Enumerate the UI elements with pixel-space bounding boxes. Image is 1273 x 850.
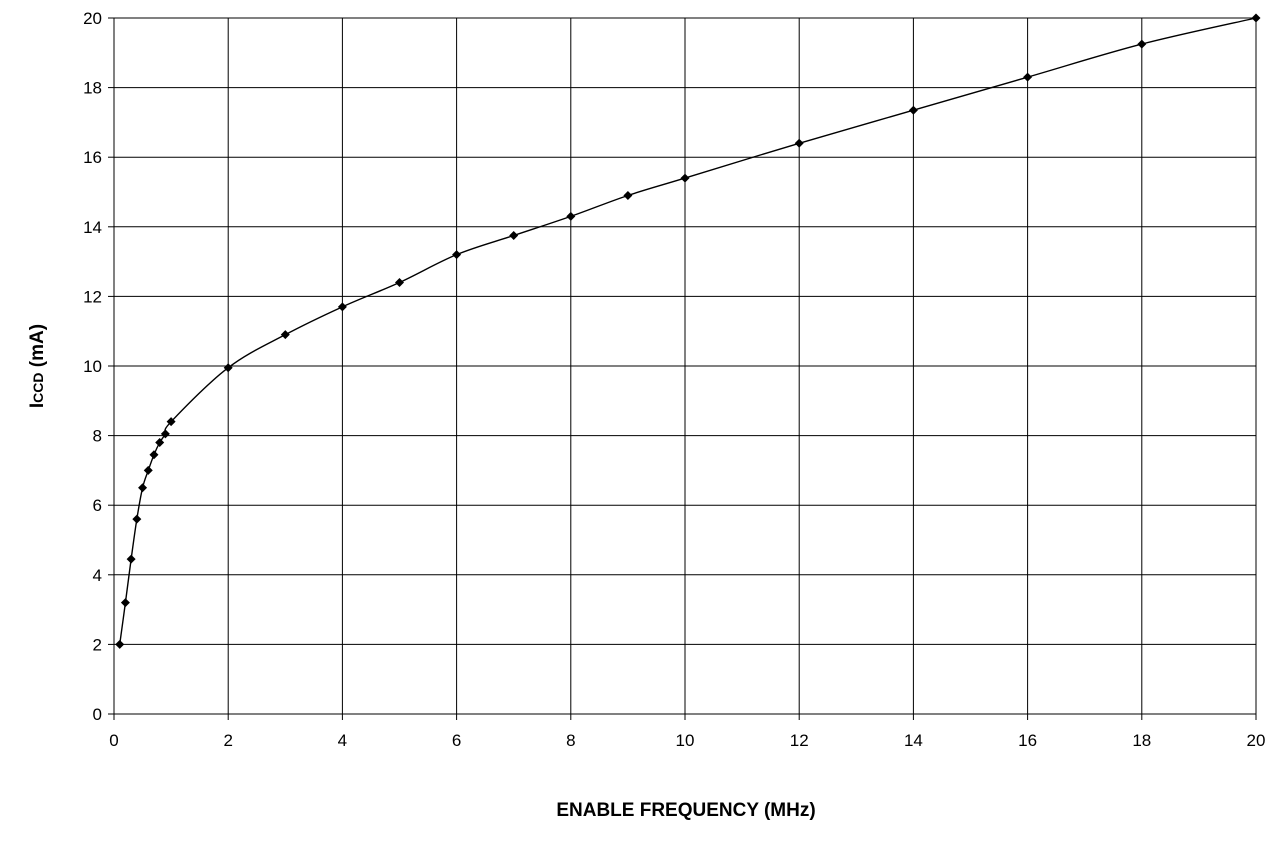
y-axis-title-subscript: CCD [30,372,46,402]
data-point-marker [566,211,576,221]
data-point-marker [126,554,136,564]
data-point-marker [120,598,130,608]
x-tick-label: 16 [1018,731,1037,750]
data-point-marker [794,138,804,148]
series-group [119,17,1257,645]
y-tick-label: 12 [83,287,102,306]
data-point-marker [908,105,918,115]
x-tick-label: 12 [790,731,809,750]
x-tick-label: 6 [452,731,461,750]
x-axis-title: ENABLE FREQUENCY (MHz) [556,800,815,821]
x-tick-label: 0 [109,731,118,750]
x-tick-label: 18 [1132,731,1151,750]
data-point-marker [452,250,462,260]
y-tick-label: 0 [93,705,102,724]
marker-group [115,13,1261,649]
y-tick-label: 6 [93,496,102,515]
data-point-marker [160,429,170,439]
y-tick-label: 14 [83,218,102,237]
data-point-marker [143,465,153,475]
x-tick-label: 8 [566,731,575,750]
y-axis-title: ICCD (mA) [27,324,48,408]
data-point-marker [223,363,233,373]
x-tick-label: 14 [904,731,923,750]
data-point-marker [1023,72,1033,82]
x-tick-labels: 0 2 4 6 8 10 12 14 16 18 20 [109,731,1265,750]
x-tick-label: 4 [338,731,347,750]
data-point-marker [138,483,148,493]
y-tick-label: 4 [93,566,102,585]
data-point-marker [132,514,142,524]
y-tick-label: 20 [83,9,102,28]
x-tick-label: 2 [223,731,232,750]
data-point-marker [1137,39,1147,49]
data-point-marker [623,190,633,200]
data-point-marker [166,417,176,427]
y-tick-label: 8 [93,427,102,446]
y-axis-title-unit: (mA) [27,324,48,373]
y-axis-title-main: I [27,403,48,408]
y-tick-labels: 0 2 4 6 8 10 12 14 16 18 20 [83,9,102,724]
data-point-marker [1251,13,1261,23]
data-point-marker [337,302,347,312]
data-point-marker [395,277,404,287]
y-tick-label: 2 [93,635,102,654]
data-point-marker [115,639,125,649]
x-tick-label: 20 [1247,731,1266,750]
data-point-marker [155,438,165,448]
x-tick-label: 10 [676,731,695,750]
data-point-marker [680,173,690,183]
y-tick-label: 16 [83,148,102,167]
data-point-marker [149,450,159,460]
data-point-marker [280,330,290,340]
y-tick-label: 18 [83,79,102,98]
data-point-marker [509,231,519,240]
y-tick-label: 10 [83,357,102,376]
grid [108,17,1257,720]
series-line [119,17,1257,645]
